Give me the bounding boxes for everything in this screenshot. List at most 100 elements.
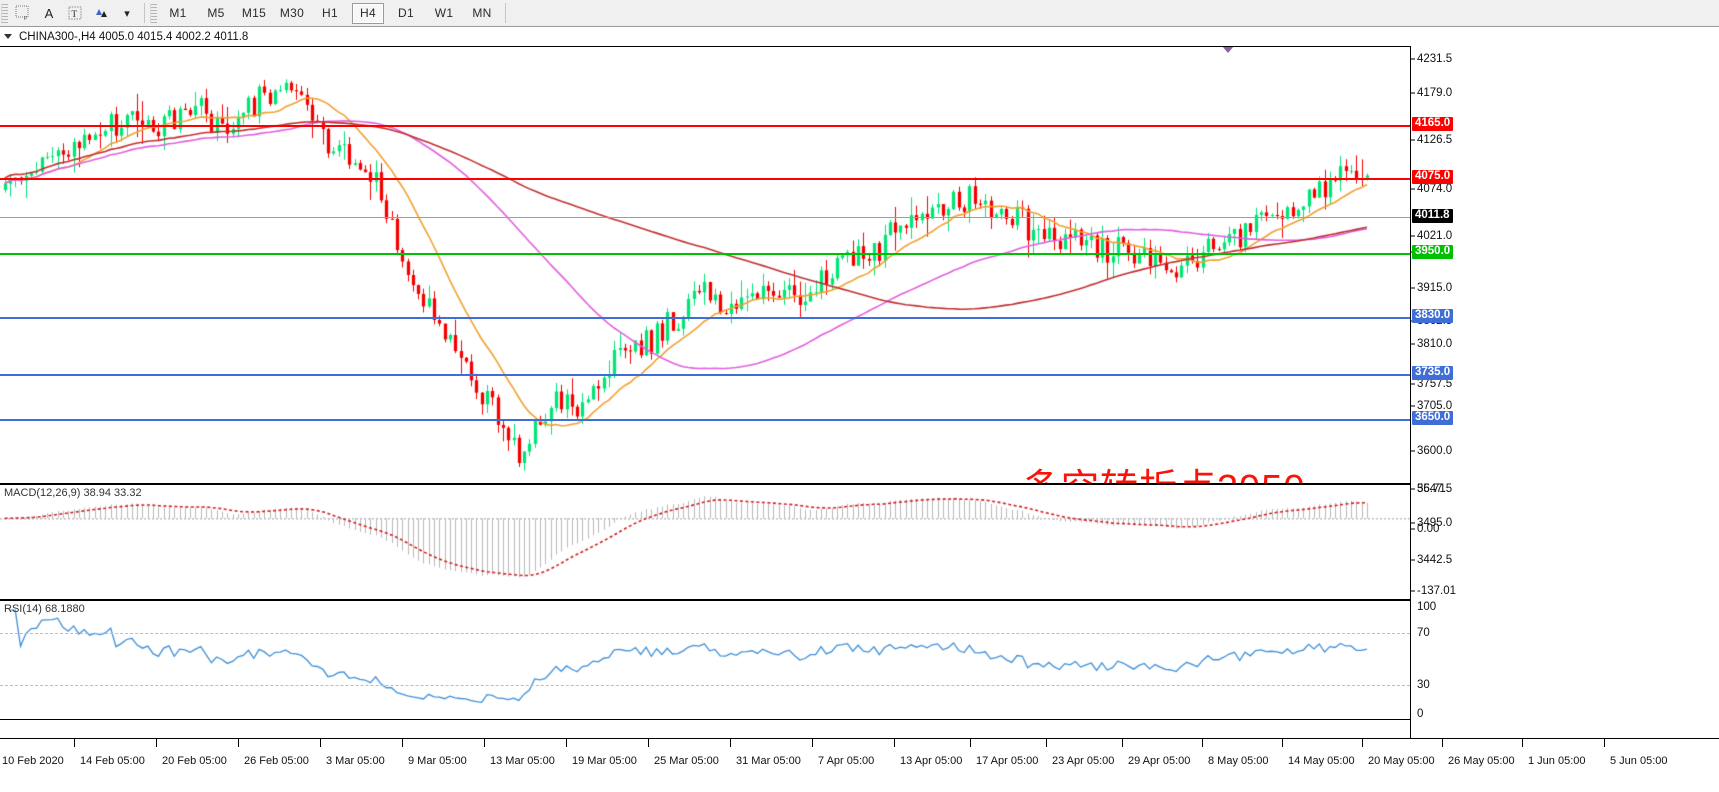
tick-dash — [1411, 139, 1415, 141]
price-tag-3830-0[interactable]: 3830.0 — [1412, 309, 1454, 323]
macd-tick-label: -137.01 — [1417, 585, 1457, 597]
dropdown-arrow-icon[interactable]: ▾ — [124, 7, 130, 20]
time-axis-label: 14 Feb 05:00 — [80, 755, 145, 767]
rsi-tick-label: 100 — [1417, 601, 1437, 613]
rsi-tick: 0 — [1417, 708, 1487, 720]
support-line-3735[interactable] — [0, 374, 1410, 376]
price-tick: 3915.0 — [1411, 282, 1487, 294]
resistance-line-4075[interactable] — [0, 178, 1410, 180]
time-axis-tick — [1046, 739, 1047, 747]
price-tag-4165-0[interactable]: 4165.0 — [1412, 117, 1454, 131]
timeframe-button-m5[interactable]: M5 — [207, 6, 225, 20]
rsi-indicator-label[interactable]: RSI(14) 68.1880 — [4, 603, 85, 615]
time-axis-label: 26 May 05:00 — [1448, 755, 1515, 767]
macd-tick: 56.71 — [1417, 483, 1487, 495]
collapse-caret-icon[interactable] — [4, 34, 12, 39]
time-axis-label: 3 Mar 05:00 — [326, 755, 385, 767]
time-axis-label: 25 Mar 05:00 — [654, 755, 719, 767]
time-axis-label: 1 Jun 05:00 — [1528, 755, 1586, 767]
tick-dash — [1411, 188, 1415, 190]
time-axis-tick — [484, 739, 485, 747]
macd-tick: -137.01 — [1411, 585, 1487, 597]
price-tag-3650-0[interactable]: 3650.0 — [1412, 411, 1454, 425]
crosshair-glyph: F — [15, 5, 29, 21]
price-axis[interactable]: 4231.54179.04126.54074.04021.03967.53915… — [1410, 46, 1719, 738]
toolbar-grip[interactable] — [1, 3, 8, 23]
price-tag-4075-0[interactable]: 4075.0 — [1412, 170, 1454, 184]
price-panel[interactable]: 多空转折点3950 — [0, 46, 1410, 484]
timeframe-button-d1[interactable]: D1 — [398, 6, 414, 20]
price-tick-label: 3442.5 — [1417, 554, 1453, 566]
tick-dash — [1411, 343, 1415, 345]
tick-dash — [1411, 235, 1415, 237]
rsi-panel[interactable]: RSI(14) 68.1880 — [0, 600, 1410, 720]
tick-dash — [1411, 92, 1415, 94]
macd-indicator-label[interactable]: MACD(12,26,9) 38.94 33.32 — [4, 487, 142, 499]
timeframe-button-mn[interactable]: MN — [472, 6, 492, 20]
macd-canvas[interactable] — [0, 485, 1410, 599]
text-label-icon[interactable]: A — [44, 5, 54, 21]
time-axis-tick — [1122, 739, 1123, 747]
rsi-tick: 30 — [1417, 679, 1487, 691]
tick-dash — [1411, 287, 1415, 289]
chart-area[interactable]: 多空转折点3950 MACD(12,26,9) 38.94 33.32 RSI(… — [0, 46, 1719, 792]
text-box-glyph: T — [68, 6, 82, 20]
price-tick-label: 3757.5 — [1417, 378, 1453, 390]
price-tick-label: 3705.0 — [1417, 400, 1453, 412]
price-tag-4011-8[interactable]: 4011.8 — [1412, 209, 1453, 223]
time-axis-tick — [730, 739, 731, 747]
tick-dash — [1411, 405, 1415, 407]
text-box-icon[interactable]: T — [63, 2, 87, 25]
support-line-3830[interactable] — [0, 317, 1410, 319]
tick-dash — [1411, 590, 1415, 592]
rsi-tick: 100 — [1417, 601, 1487, 613]
main-toolbar: F A T ▾ M1 M5 M15 M30 H1 H4 D1 W1 MN — [0, 0, 1719, 27]
time-axis-label: 31 Mar 05:00 — [736, 755, 801, 767]
crosshair-icon[interactable]: F — [11, 2, 35, 25]
chart-annotation[interactable]: 多空转折点3950 — [1022, 457, 1306, 483]
price-tick: 3600.0 — [1411, 445, 1487, 457]
time-axis-label: 14 May 05:00 — [1288, 755, 1355, 767]
rsi-canvas[interactable] — [0, 601, 1410, 719]
timeframe-button-h4[interactable]: H4 — [352, 2, 384, 24]
price-tick-label: 4021.0 — [1417, 230, 1453, 242]
macd-panel[interactable]: MACD(12,26,9) 38.94 33.32 — [0, 484, 1410, 600]
price-tick-label: 4074.0 — [1417, 183, 1453, 195]
timeframe-button-m1[interactable]: M1 — [169, 6, 187, 20]
macd-tick-label: 0.00 — [1417, 523, 1440, 535]
time-axis-label: 20 May 05:00 — [1368, 755, 1435, 767]
price-tick: 3442.5 — [1411, 554, 1487, 566]
time-axis[interactable]: 10 Feb 2020 14 Feb 05:00 20 Feb 05:00 26 Fe… — [0, 738, 1719, 792]
tick-dash — [1411, 58, 1415, 60]
price-tick: 4021.0 — [1411, 230, 1487, 242]
price-tick-label: 3810.0 — [1417, 338, 1453, 350]
timeframe-grip[interactable] — [150, 3, 157, 23]
time-axis-tick — [156, 739, 157, 747]
svg-text:T: T — [72, 9, 78, 19]
tick-dash — [1411, 450, 1415, 452]
price-tick-label: 4231.5 — [1417, 53, 1453, 65]
tick-dash — [1411, 559, 1415, 561]
price-tick-label: 3547.5 — [1417, 483, 1453, 495]
shapes-icon[interactable] — [89, 2, 113, 25]
timeframe-button-m15[interactable]: M15 — [241, 6, 267, 20]
time-axis-label: 5 Jun 05:00 — [1610, 755, 1668, 767]
time-axis-tick — [1604, 739, 1605, 747]
time-axis-tick — [894, 739, 895, 747]
time-axis-tick — [1282, 739, 1283, 747]
macd-tick: 0.00 — [1411, 523, 1487, 535]
pivot-line-3950[interactable] — [0, 253, 1410, 255]
support-line-3650[interactable] — [0, 419, 1410, 421]
price-tag-3735-0[interactable]: 3735.0 — [1412, 366, 1454, 380]
price-tick: 3757.5 — [1411, 378, 1487, 390]
time-axis-label: 8 May 05:00 — [1208, 755, 1269, 767]
time-axis-tick — [238, 739, 239, 747]
timeframe-button-m30[interactable]: M30 — [279, 6, 305, 20]
timeframe-button-h1[interactable]: H1 — [322, 6, 338, 20]
time-axis-tick — [1362, 739, 1363, 747]
resistance-line-4165[interactable] — [0, 125, 1410, 127]
price-tag-3950-0[interactable]: 3950.0 — [1412, 245, 1454, 259]
price-canvas[interactable] — [0, 47, 1410, 483]
timeframe-button-w1[interactable]: W1 — [434, 6, 454, 20]
price-tick-label: 4126.5 — [1417, 134, 1453, 146]
